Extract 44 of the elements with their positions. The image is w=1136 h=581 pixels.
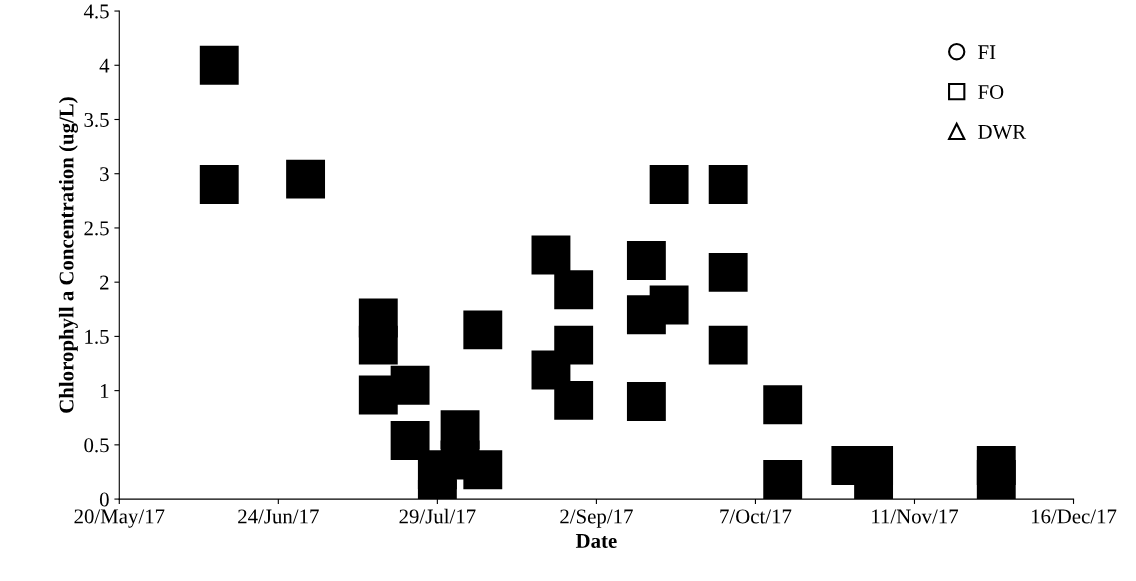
point — [390, 365, 430, 405]
legend-label: FI — [978, 45, 996, 60]
x-tick-label: 11/Nov/17 — [872, 509, 959, 524]
legend-label: DWR — [978, 125, 1027, 140]
y-tick-label: 1 — [100, 384, 109, 398]
point — [626, 382, 666, 421]
y-tick-label: 4.5 — [83, 4, 109, 19]
point — [286, 159, 326, 199]
point — [358, 325, 398, 365]
point — [199, 165, 239, 205]
point — [649, 285, 689, 325]
y-tick-label: 0 — [99, 492, 109, 507]
y-tick-label: 1.5 — [85, 329, 109, 344]
point — [554, 325, 594, 365]
point — [708, 252, 748, 292]
x-tick-label: 16/Dec/17 — [1031, 509, 1117, 524]
point — [531, 235, 571, 275]
point — [199, 45, 239, 85]
point — [554, 380, 594, 420]
x-tick-label: 2/Sep/17 — [560, 509, 633, 528]
point — [390, 421, 430, 460]
point — [708, 165, 748, 205]
x-tick-label: 29/Jul/17 — [399, 508, 476, 524]
x-tick-label: 20/May/17 — [74, 509, 165, 528]
point — [708, 325, 748, 365]
y-tick-label: 4 — [99, 58, 110, 73]
x-tick-label: 7/Oct/17 — [720, 509, 792, 524]
y-tick-label: 2.5 — [84, 221, 109, 236]
y-tick-label: 0.5 — [84, 438, 109, 453]
x-axis-title: Date — [575, 534, 617, 548]
point — [649, 165, 689, 205]
y-tick-label: 3.5 — [84, 112, 109, 128]
point — [463, 450, 503, 490]
point — [763, 385, 803, 425]
point — [763, 460, 803, 499]
x-tick-label: 24/Jun/17 — [238, 509, 319, 524]
point — [626, 241, 666, 280]
y-tick-label: 3 — [100, 167, 109, 182]
point — [554, 270, 594, 310]
point — [976, 446, 1016, 485]
y-tick-label: 2 — [100, 275, 109, 290]
y-axis-title: Chlorophyll a Concentration (ug/L) — [58, 97, 78, 413]
point — [463, 310, 503, 350]
legend-label: FO — [978, 85, 1004, 100]
